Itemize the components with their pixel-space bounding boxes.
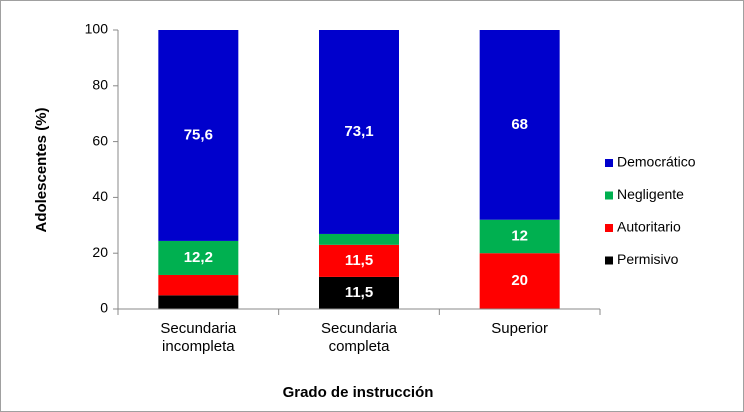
- bar-segment: [479, 219, 560, 254]
- data-label: 68: [511, 116, 528, 133]
- bar-segment: [319, 276, 399, 309]
- x-tick-label: Secundaria completa: [321, 320, 397, 355]
- x-tick-label: Secundaria incompleta: [160, 320, 237, 355]
- legend-swatch: [605, 224, 613, 232]
- bar-segment: [158, 240, 239, 275]
- data-label: 75,6: [184, 126, 213, 143]
- bar-segment: [319, 244, 399, 277]
- data-label: 11,5: [345, 284, 373, 301]
- data-label: 12,2: [184, 249, 213, 266]
- y-tick-label: 20: [92, 244, 108, 260]
- y-tick-label: 80: [92, 77, 108, 93]
- bar-segment: [319, 233, 399, 245]
- bar-segment: [158, 30, 239, 241]
- legend-label: Democrático: [617, 154, 696, 170]
- bar-segment: [158, 295, 239, 309]
- y-tick-label: 60: [92, 132, 108, 148]
- legend-swatch: [605, 191, 613, 200]
- data-label: 12: [511, 227, 528, 244]
- data-label: 20: [511, 272, 528, 289]
- y-tick-label: 0: [100, 300, 108, 316]
- data-label: 73,1: [344, 123, 373, 140]
- y-tick-label: 40: [92, 188, 108, 204]
- bar-segment: [319, 30, 399, 234]
- data-label: 11,5: [345, 252, 373, 269]
- legend-label: Permisivo: [617, 251, 679, 267]
- legend-label: Negligente: [617, 186, 684, 202]
- legend-label: Autoritario: [617, 219, 681, 235]
- bar-segment: [479, 253, 560, 309]
- bar-segment: [479, 30, 560, 220]
- x-axis-title: Grado de instrucción: [283, 384, 434, 401]
- x-tick-label: Superior: [491, 320, 548, 337]
- y-axis-title: Adolescentes (%): [33, 107, 50, 232]
- legend-swatch: [605, 256, 613, 265]
- bar-segment: [158, 274, 239, 296]
- legend-swatch: [605, 159, 613, 167]
- y-tick-label: 100: [85, 21, 109, 37]
